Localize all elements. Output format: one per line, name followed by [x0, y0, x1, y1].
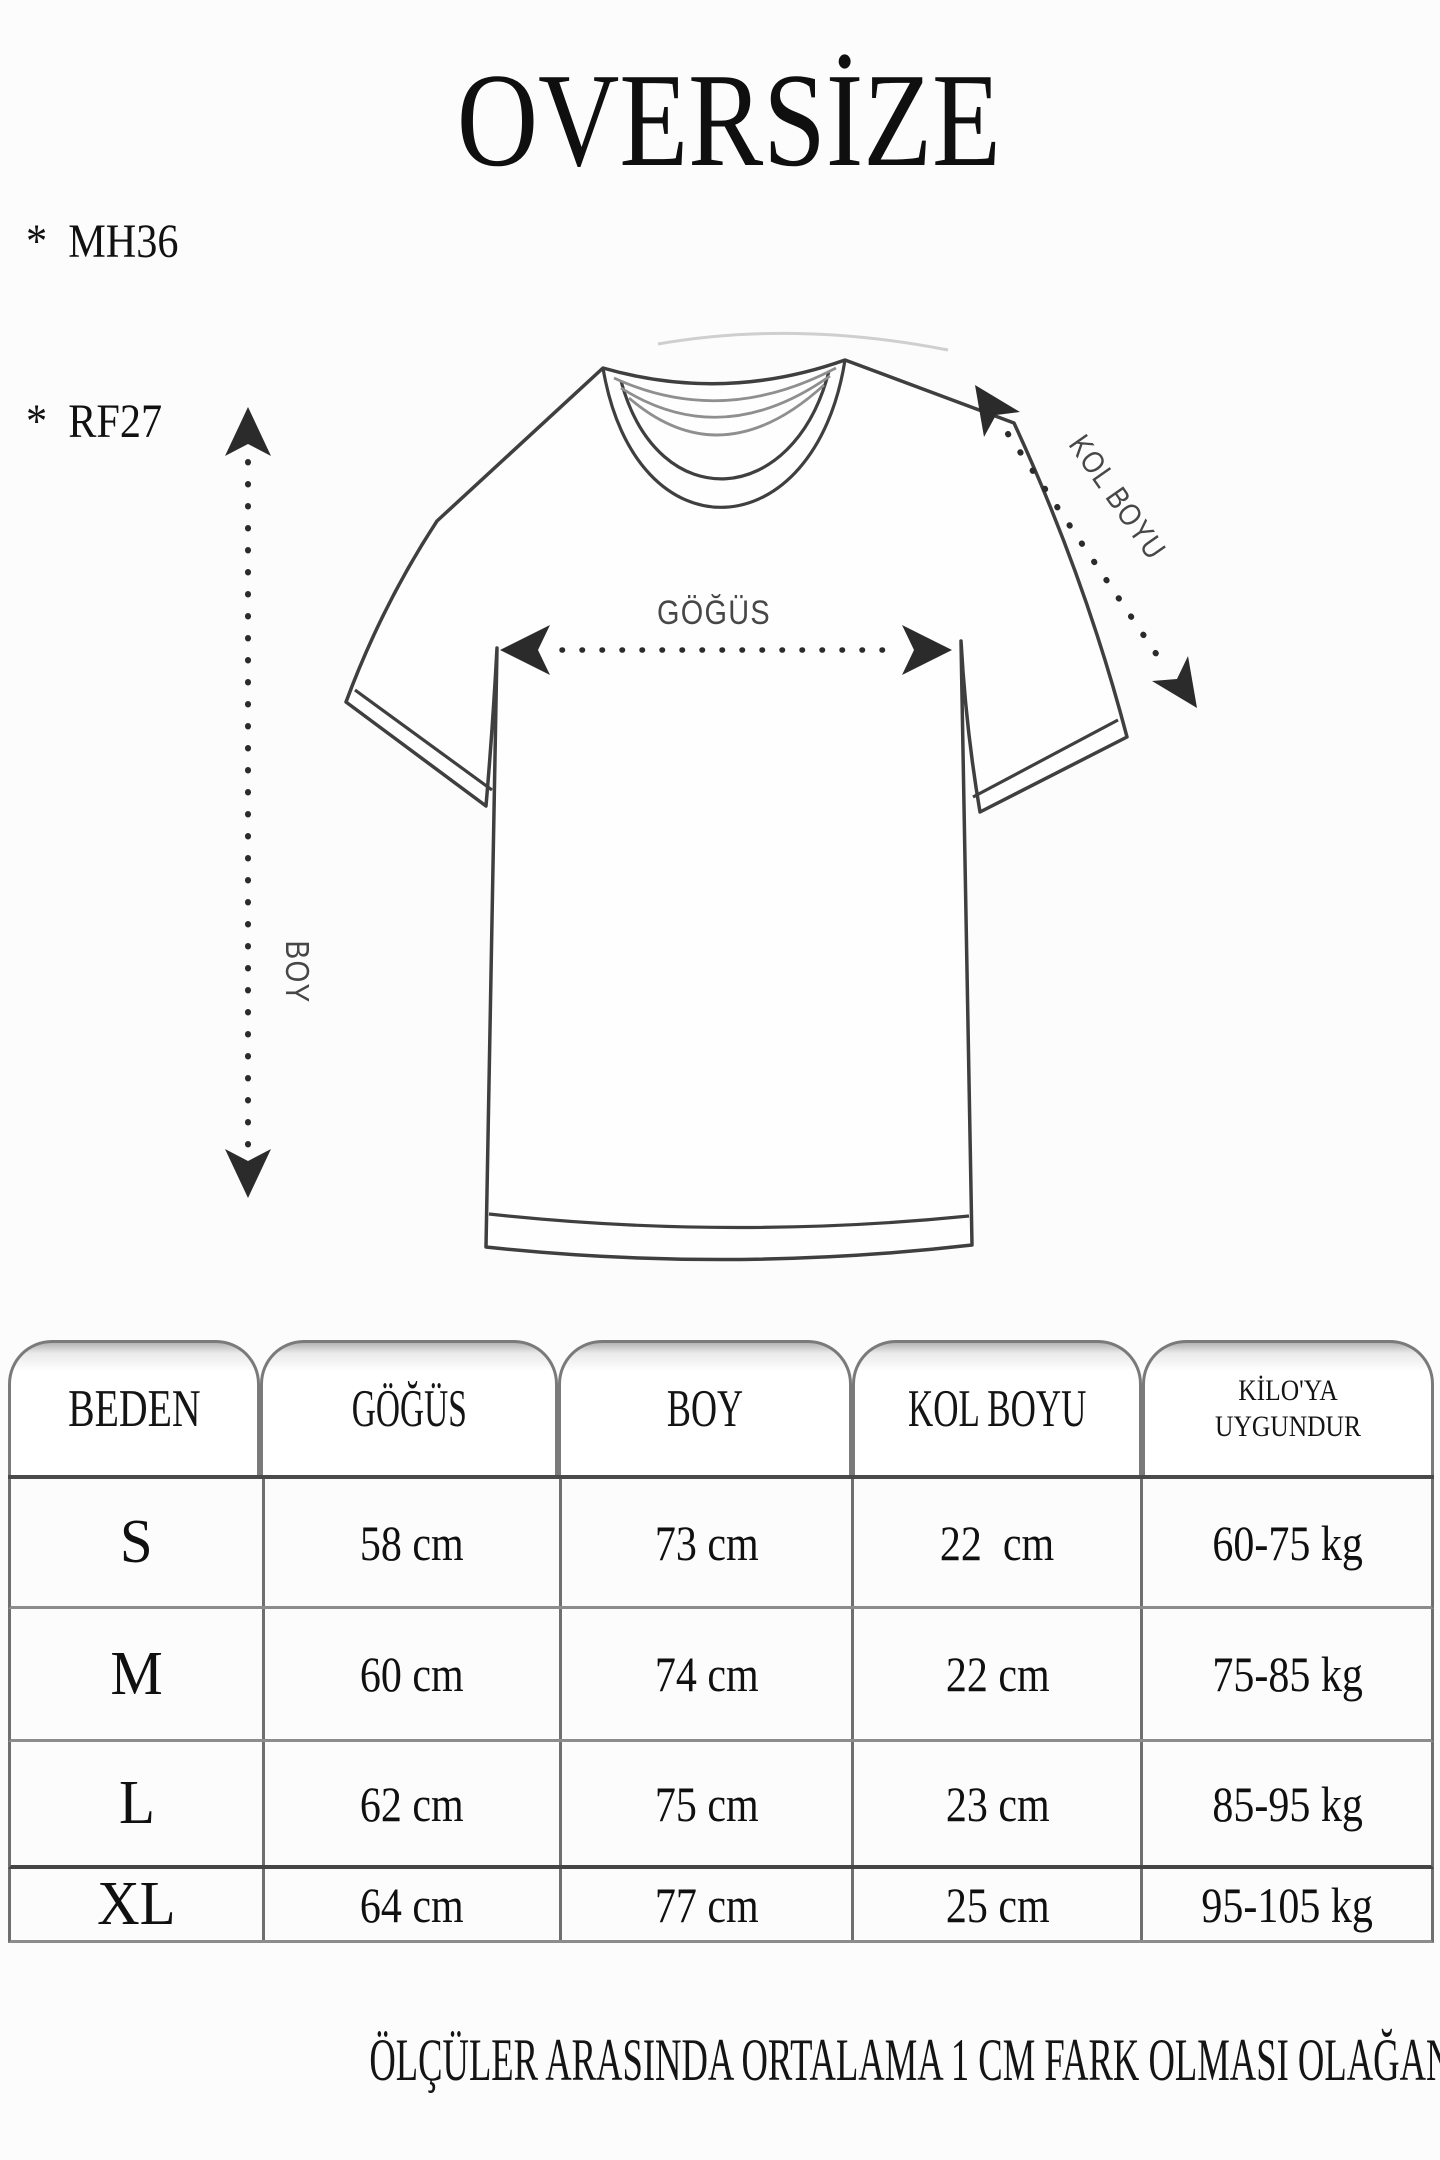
page-title: OVERSİZE: [456, 46, 1002, 194]
product-codes: * MH36 * RF27: [26, 92, 199, 512]
header-kol-boyu: KOL BOYU: [852, 1340, 1142, 1475]
right-cuff-line: [972, 718, 1119, 799]
collar-rib-2: [620, 374, 831, 419]
tshirt-measurement-diagram: BOY GÖĞÜS KOL BOYU: [225, 331, 1197, 1262]
cell-chest: 64 cm: [261, 1869, 559, 1940]
cell-length: 75 cm: [558, 1742, 852, 1865]
chest-arrowhead-left: [500, 625, 550, 675]
table-row-l: L 62 cm 75 cm 23 cm 85-95 kg: [8, 1742, 1434, 1869]
cell-size: M: [110, 1639, 163, 1708]
table-row-s: S 58 cm 73 cm 22 cm 60-75 kg: [8, 1479, 1434, 1609]
page-title-wrap: OVERSİZE: [0, 50, 1440, 191]
cell-sleeve: 25 cm: [851, 1869, 1140, 1940]
collar-inner: [619, 370, 831, 481]
sleeve-arrow: [975, 385, 1197, 708]
cell-chest: 60 cm: [261, 1609, 559, 1739]
cell-weight: 60-75 kg: [1140, 1479, 1431, 1606]
measurement-footnote-wrap: ÖLÇÜLER ARASINDA ORTALAMA 1 CM FARK OLMA…: [0, 2026, 1440, 2095]
length-arrow: [225, 407, 271, 1198]
sleeve-label: KOL BOYU: [1062, 429, 1173, 567]
length-arrowhead-bottom: [225, 1149, 271, 1198]
product-code-1: * MH36: [26, 215, 179, 268]
cell-sleeve: 23 cm: [851, 1742, 1140, 1865]
header-gogus: GÖĞÜS: [260, 1340, 558, 1475]
measurement-footnote: ÖLÇÜLER ARASINDA ORTALAMA 1 CM FARK OLMA…: [369, 2027, 1440, 2093]
cell-weight: 85-95 kg: [1140, 1742, 1431, 1865]
sleeve-arrowhead-top: [975, 385, 1020, 437]
cell-length: 74 cm: [558, 1609, 852, 1739]
chest-label: GÖĞÜS: [657, 593, 771, 632]
header-kiloya-uygundur: KİLO'YA UYGUNDUR: [1142, 1340, 1434, 1475]
cell-size: L: [118, 1769, 155, 1837]
cell-length: 77 cm: [558, 1869, 852, 1940]
table-row-xl: XL 64 cm 77 cm 25 cm 95-105 kg: [8, 1869, 1434, 1943]
header-boy: BOY: [558, 1340, 852, 1475]
cell-chest: 58 cm: [261, 1479, 559, 1606]
size-table: BEDEN GÖĞÜS BOY KOL BOYU KİLO'YA UYGUNDU…: [8, 1340, 1434, 1943]
collar-outer: [601, 359, 847, 509]
sleeve-arrowhead-bottom: [1152, 656, 1197, 708]
cell-chest: 62 cm: [261, 1742, 559, 1865]
cell-length: 73 cm: [558, 1479, 852, 1606]
faint-neck-line: [657, 331, 949, 352]
cell-sleeve: 22 cm: [851, 1609, 1140, 1739]
collar-rib-1: [613, 366, 837, 403]
chest-arrow: [500, 625, 952, 675]
size-table-header: BEDEN GÖĞÜS BOY KOL BOYU KİLO'YA UYGUNDU…: [8, 1340, 1434, 1479]
product-code-2: * RF27: [26, 395, 163, 448]
tshirt-outline: [344, 358, 1129, 1262]
cell-sleeve: 22 cm: [851, 1479, 1140, 1606]
cell-weight: 95-105 kg: [1140, 1869, 1431, 1940]
hem-band-line: [488, 1212, 970, 1230]
length-label: BOY: [278, 940, 315, 1003]
cell-size: S: [120, 1508, 153, 1576]
left-cuff-line: [354, 688, 493, 792]
cell-size: XL: [97, 1870, 176, 1938]
length-arrowhead-top: [225, 407, 271, 456]
collar-rib-3: [628, 383, 825, 437]
table-row-m: M 60 cm 74 cm 22 cm 75-85 kg: [8, 1609, 1434, 1742]
cell-weight: 75-85 kg: [1140, 1609, 1431, 1739]
chest-arrowhead-right: [902, 625, 952, 675]
header-beden: BEDEN: [8, 1340, 260, 1475]
